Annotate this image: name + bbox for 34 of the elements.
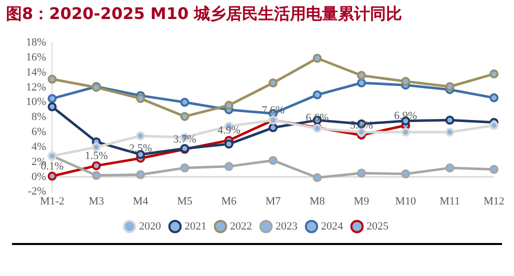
data-label: 3.7%: [173, 134, 196, 146]
y-tick-label: 12%: [26, 81, 46, 94]
legend-label: 2023: [276, 220, 298, 232]
data-label: 4.9%: [217, 124, 240, 137]
x-tick-label: M8: [310, 195, 326, 208]
data-label: 1.5%: [84, 150, 108, 162]
y-tick-label: 10%: [26, 96, 46, 108]
x-tick-label: M5: [177, 195, 193, 208]
y-tick-label: 18%: [26, 36, 46, 48]
x-tick-label: M7: [265, 195, 282, 208]
y-tick-label: 8%: [31, 111, 46, 124]
x-tick-label: M10: [395, 195, 417, 208]
x-tick-label: M12: [484, 195, 504, 208]
x-tick-label: M1-2: [40, 195, 64, 208]
x-tick-label: M4: [132, 195, 149, 208]
y-tick-label: 0%: [31, 170, 46, 183]
x-tick-label: M6: [221, 195, 238, 208]
legend-label: 2022: [230, 220, 252, 232]
y-tick-label: 14%: [26, 66, 46, 78]
x-tick-label: M11: [440, 195, 460, 208]
legend-label: 2024: [321, 220, 344, 232]
y-tick-label: 4%: [31, 140, 46, 153]
chart-title: 图8：2020-2025 M10 城乡居民生活用电量累计同比: [6, 4, 402, 25]
y-tick-label: -2%: [28, 186, 46, 198]
legend-label: 2025: [366, 220, 389, 232]
data-label: 5.6%: [350, 119, 373, 132]
x-tick-label: M3: [88, 195, 104, 208]
legend-label: 2021: [184, 220, 206, 232]
y-tick-label: 16%: [26, 51, 46, 64]
x-tick-label: M9: [354, 195, 370, 208]
legend-label: 2020: [139, 220, 162, 232]
data-label: 6.9%: [394, 110, 418, 122]
y-tick-label: 6%: [31, 126, 46, 138]
data-label: 7.6%: [262, 104, 285, 117]
